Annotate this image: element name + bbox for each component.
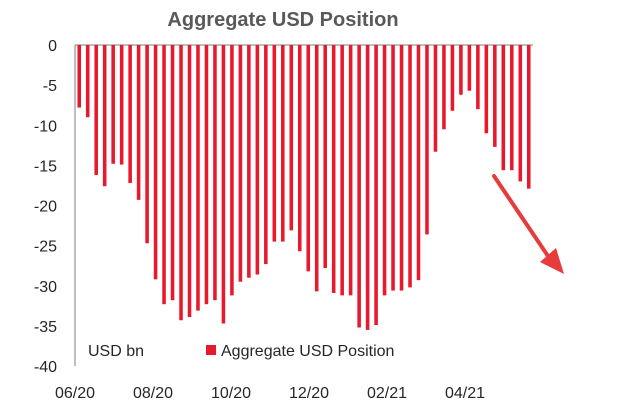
chart-title: Aggregate USD Position — [167, 9, 398, 31]
bar — [433, 45, 438, 152]
bar — [204, 45, 209, 305]
bar — [408, 45, 412, 288]
bar — [357, 45, 361, 328]
bar — [340, 45, 344, 296]
bar — [119, 45, 124, 165]
bar — [272, 45, 277, 242]
bar — [94, 45, 98, 175]
x-tick-label: 10/20 — [211, 385, 251, 402]
y-tick-label: -40 — [34, 359, 57, 376]
bar — [442, 45, 446, 130]
y-tick-label: -15 — [34, 158, 57, 175]
bar — [459, 45, 463, 95]
bar — [238, 45, 243, 282]
bar — [331, 45, 336, 293]
bar — [467, 45, 472, 91]
bar — [399, 45, 404, 291]
bar — [255, 45, 260, 275]
bar — [128, 45, 132, 184]
bar — [306, 45, 311, 272]
bar — [170, 45, 175, 301]
bar — [382, 45, 387, 296]
unit-label: USD bn — [88, 343, 144, 360]
bar — [77, 45, 82, 108]
bar — [179, 45, 183, 321]
bar — [111, 45, 115, 164]
bar — [102, 45, 107, 187]
bar — [348, 45, 353, 296]
bar — [425, 45, 429, 235]
arrow-icon — [492, 174, 564, 274]
y-tick-label: -30 — [34, 279, 57, 296]
bar — [162, 45, 166, 305]
bar — [476, 45, 480, 110]
bar — [221, 45, 226, 324]
bar — [365, 45, 370, 330]
bar — [510, 45, 514, 171]
bar — [374, 45, 378, 326]
arrow-shaft — [492, 174, 554, 264]
bar — [518, 45, 523, 182]
y-tick-label: -35 — [34, 319, 57, 336]
legend-swatch — [206, 345, 216, 355]
y-tick-label: -10 — [34, 118, 57, 135]
x-axis-ticks: 06/20 08/20 10/20 12/20 02/21 04/21 — [55, 385, 485, 402]
bar — [289, 45, 294, 231]
arrow-head — [540, 248, 564, 274]
y-tick-label: -25 — [34, 239, 57, 256]
bar — [450, 45, 455, 111]
bar — [145, 45, 149, 244]
bar — [187, 45, 192, 318]
bar-series — [77, 45, 531, 330]
legend: Aggregate USD Position — [206, 343, 394, 360]
bar — [153, 45, 158, 280]
bar — [501, 45, 506, 171]
bar — [493, 45, 497, 147]
bar — [230, 45, 234, 296]
bar — [85, 45, 90, 118]
x-tick-label: 02/21 — [367, 385, 407, 402]
bar — [264, 45, 268, 265]
bar — [136, 45, 141, 200]
y-tick-label: 0 — [48, 38, 57, 55]
bar — [391, 45, 395, 291]
bar — [416, 45, 421, 281]
x-tick-label: 04/21 — [445, 385, 485, 402]
y-tick-label: -20 — [34, 199, 57, 216]
bar — [196, 45, 200, 311]
x-tick-label: 08/20 — [133, 385, 173, 402]
x-tick-label: 06/20 — [55, 385, 95, 402]
bar — [484, 45, 489, 134]
bar — [297, 45, 302, 252]
bar — [281, 45, 285, 242]
bar — [213, 45, 217, 301]
legend-label: Aggregate USD Position — [221, 343, 394, 360]
bar — [323, 45, 327, 269]
y-axis-ticks: 0 -5 -10 -15 -20 -25 -30 -35 -40 — [34, 38, 57, 376]
bar — [247, 45, 251, 278]
bar — [314, 45, 319, 292]
x-tick-label: 12/20 — [289, 385, 329, 402]
bar — [526, 45, 531, 189]
y-tick-label: -5 — [43, 78, 57, 95]
